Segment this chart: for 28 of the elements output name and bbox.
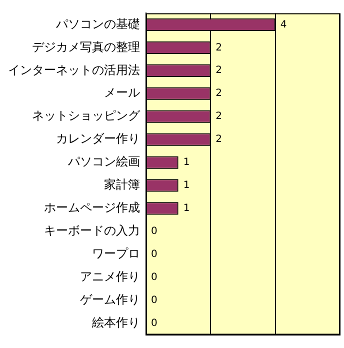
y-tick-label: カレンダー作り — [56, 132, 140, 146]
y-tick-label: ワープロ — [92, 246, 140, 261]
y-tick-label: 絵本作り — [91, 315, 140, 330]
data-label: 1 — [183, 157, 190, 168]
y-tick-label: アニメ作り — [80, 269, 140, 284]
data-label: 2 — [216, 65, 222, 76]
data-label: 0 — [151, 226, 158, 238]
y-tick-label: 家計簿 — [104, 178, 140, 192]
data-label: 0 — [151, 318, 158, 329]
y-tick-label: ホームページ作成 — [44, 200, 140, 215]
data-label: 0 — [151, 294, 158, 306]
y-tick-label: ゲーム作り — [80, 292, 140, 306]
y-tick-label: メール — [104, 86, 140, 100]
data-label: 0 — [151, 272, 158, 283]
y-tick-label: インターネットの活用法 — [8, 62, 140, 77]
data-label: 2 — [216, 134, 222, 146]
data-label: 2 — [216, 42, 222, 54]
data-label: 2 — [216, 111, 222, 122]
data-label: 2 — [216, 88, 222, 100]
y-tick-label: パソコンの基礎 — [55, 16, 140, 31]
data-label: 4 — [280, 19, 287, 30]
data-label: 1 — [183, 203, 190, 214]
y-tick-label: キーボードの入力 — [44, 224, 140, 238]
data-label: 1 — [183, 180, 190, 192]
y-tick-label: パソコン絵画 — [67, 154, 140, 169]
y-tick-label: デジカメ写真の整理 — [32, 40, 140, 54]
y-tick-label: ネットショッピング — [32, 108, 141, 123]
data-label: 0 — [151, 248, 158, 260]
